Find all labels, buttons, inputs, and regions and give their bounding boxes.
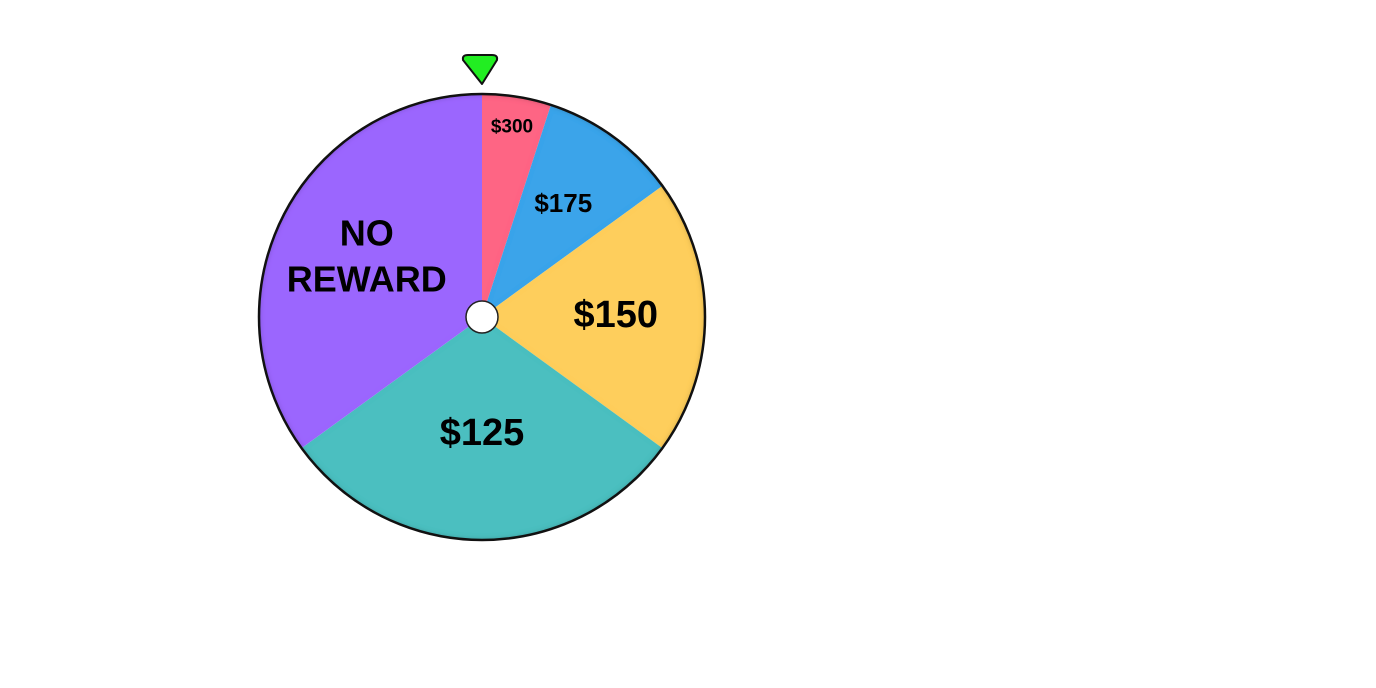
wheel-slice-label-2: $150 <box>574 294 659 336</box>
wheel-slice-label-3: $125 <box>440 412 525 454</box>
wheel-slice-label-4: NO REWARD <box>287 212 447 299</box>
wheel-labels: $300 $175 $150 $125 NO REWARD <box>287 117 658 455</box>
wheel-slice-2 <box>482 185 705 449</box>
triangle-down-icon <box>461 54 499 85</box>
wheel-slice-4 <box>258 94 482 449</box>
wheel-slice-label-line: $150 <box>574 294 659 336</box>
wheel-slice-label-line: $125 <box>440 412 525 454</box>
wheel-slice-label-line: REWARD <box>287 258 447 299</box>
wheel-slice-label-line: $175 <box>534 188 592 218</box>
wheel-slice-label-line: $300 <box>491 117 533 138</box>
wheel-rim <box>257 92 707 542</box>
circle-hub-icon[interactable] <box>465 300 499 334</box>
wheel-slice-1 <box>482 104 663 317</box>
wheel-slice-label-1: $175 <box>534 188 592 218</box>
wheel-slice-label-line: NO <box>340 212 394 253</box>
wheel-slice-label-0: $300 <box>491 117 533 138</box>
wheel-slice-3 <box>301 317 663 540</box>
wheel-slices <box>258 94 705 540</box>
wheel-slice-0 <box>482 94 551 317</box>
